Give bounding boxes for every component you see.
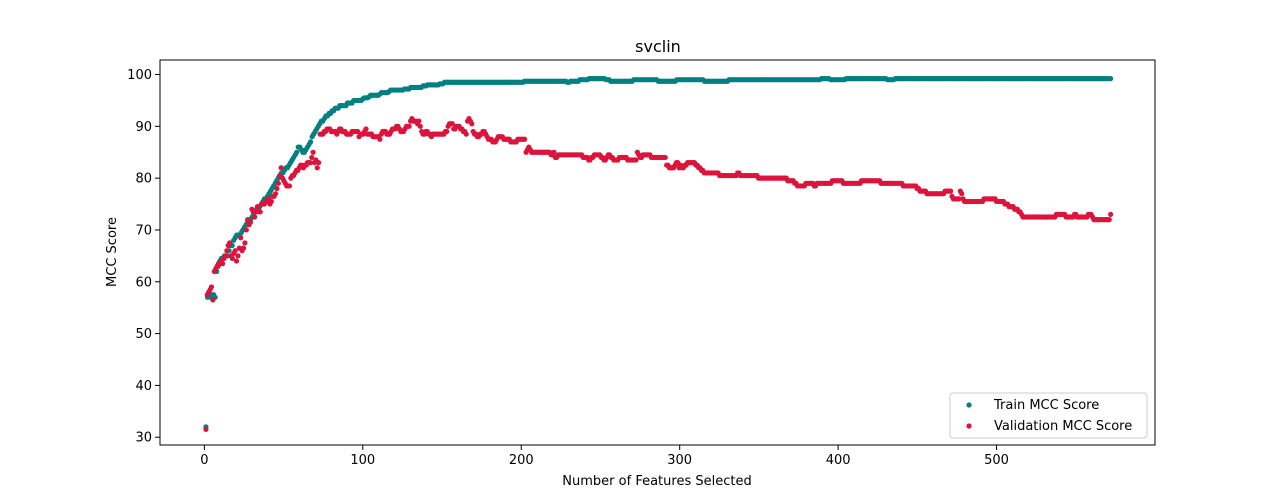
x-axis-label: Number of Features Selected [562, 474, 751, 489]
legend-marker-train [966, 402, 972, 408]
validation-point [469, 121, 475, 127]
validation-point [449, 121, 455, 127]
validation-point [233, 258, 240, 264]
validation-point [444, 128, 450, 135]
validation-point [310, 149, 316, 155]
y-tick-label: 70 [135, 223, 152, 238]
legend: Train MCC Score Validation MCC Score [949, 392, 1148, 439]
y-tick-label: 90 [135, 120, 152, 135]
validation-point [254, 204, 261, 210]
validation-point [208, 284, 215, 290]
validation-point [377, 136, 383, 142]
validation-point [307, 160, 313, 166]
validation-point [633, 157, 639, 163]
validation-point [274, 185, 280, 192]
x-tick-label: 500 [984, 453, 1009, 468]
x-tick-label: 100 [350, 453, 375, 468]
x-tick-label: 0 [200, 453, 208, 468]
validation-point [268, 198, 274, 205]
validation-point [363, 126, 369, 132]
validation-point [286, 183, 293, 189]
validation-point [243, 227, 249, 233]
validation-point [947, 188, 954, 194]
validation-point [220, 261, 226, 267]
validation-point [416, 118, 422, 124]
validation-point [1106, 217, 1112, 223]
points-layer [203, 76, 1114, 433]
plot-area-frame [159, 59, 1156, 446]
validation-point [522, 136, 528, 142]
y-tick-label: 80 [135, 172, 152, 187]
y-tick-label: 60 [135, 275, 152, 290]
legend-marker-validation [966, 423, 972, 429]
y-axis: 30 40 50 60 70 80 90 100 [127, 68, 160, 446]
y-tick-label: 100 [127, 68, 152, 83]
x-axis: 0 100 200 300 400 500 [200, 445, 1009, 468]
validation-point [406, 123, 412, 129]
x-tick-label: 400 [826, 453, 851, 468]
validation-point [959, 191, 965, 197]
chart-title: svclin [635, 37, 681, 56]
validation-point [222, 253, 229, 259]
y-tick-label: 30 [135, 431, 152, 446]
legend-label-train: Train MCC Score [993, 398, 1099, 413]
validation-point [229, 255, 235, 262]
validation-series [203, 115, 1114, 433]
train-point [1108, 76, 1114, 82]
validation-point [242, 240, 248, 246]
validation-point [232, 248, 238, 254]
validation-point [309, 154, 315, 161]
validation-point [235, 253, 241, 259]
y-tick-label: 40 [135, 379, 152, 394]
validation-point [662, 154, 668, 161]
validation-point [417, 123, 423, 129]
validation-point [247, 219, 254, 225]
validation-point [238, 235, 244, 241]
validation-point [203, 426, 209, 433]
x-tick-label: 200 [509, 453, 534, 468]
validation-point [240, 245, 247, 251]
y-tick-label: 50 [135, 327, 152, 342]
train-point [307, 139, 314, 145]
legend-box [949, 392, 1148, 439]
validation-point [224, 248, 230, 254]
validation-point [227, 240, 233, 246]
x-tick-label: 300 [667, 453, 692, 468]
validation-point [210, 297, 216, 303]
validation-point [314, 165, 320, 171]
validation-point [316, 160, 322, 166]
validation-point [1108, 211, 1114, 218]
validation-point [551, 149, 557, 155]
legend-label-validation: Validation MCC Score [994, 419, 1132, 434]
validation-point [272, 191, 279, 197]
validation-point [956, 196, 962, 202]
validation-point [275, 180, 281, 186]
validation-point [257, 209, 263, 215]
validation-point [463, 131, 469, 137]
y-axis-label: MCC Score [105, 217, 120, 287]
train-point [294, 149, 300, 155]
validation-point [252, 214, 258, 220]
validation-point [278, 165, 284, 171]
